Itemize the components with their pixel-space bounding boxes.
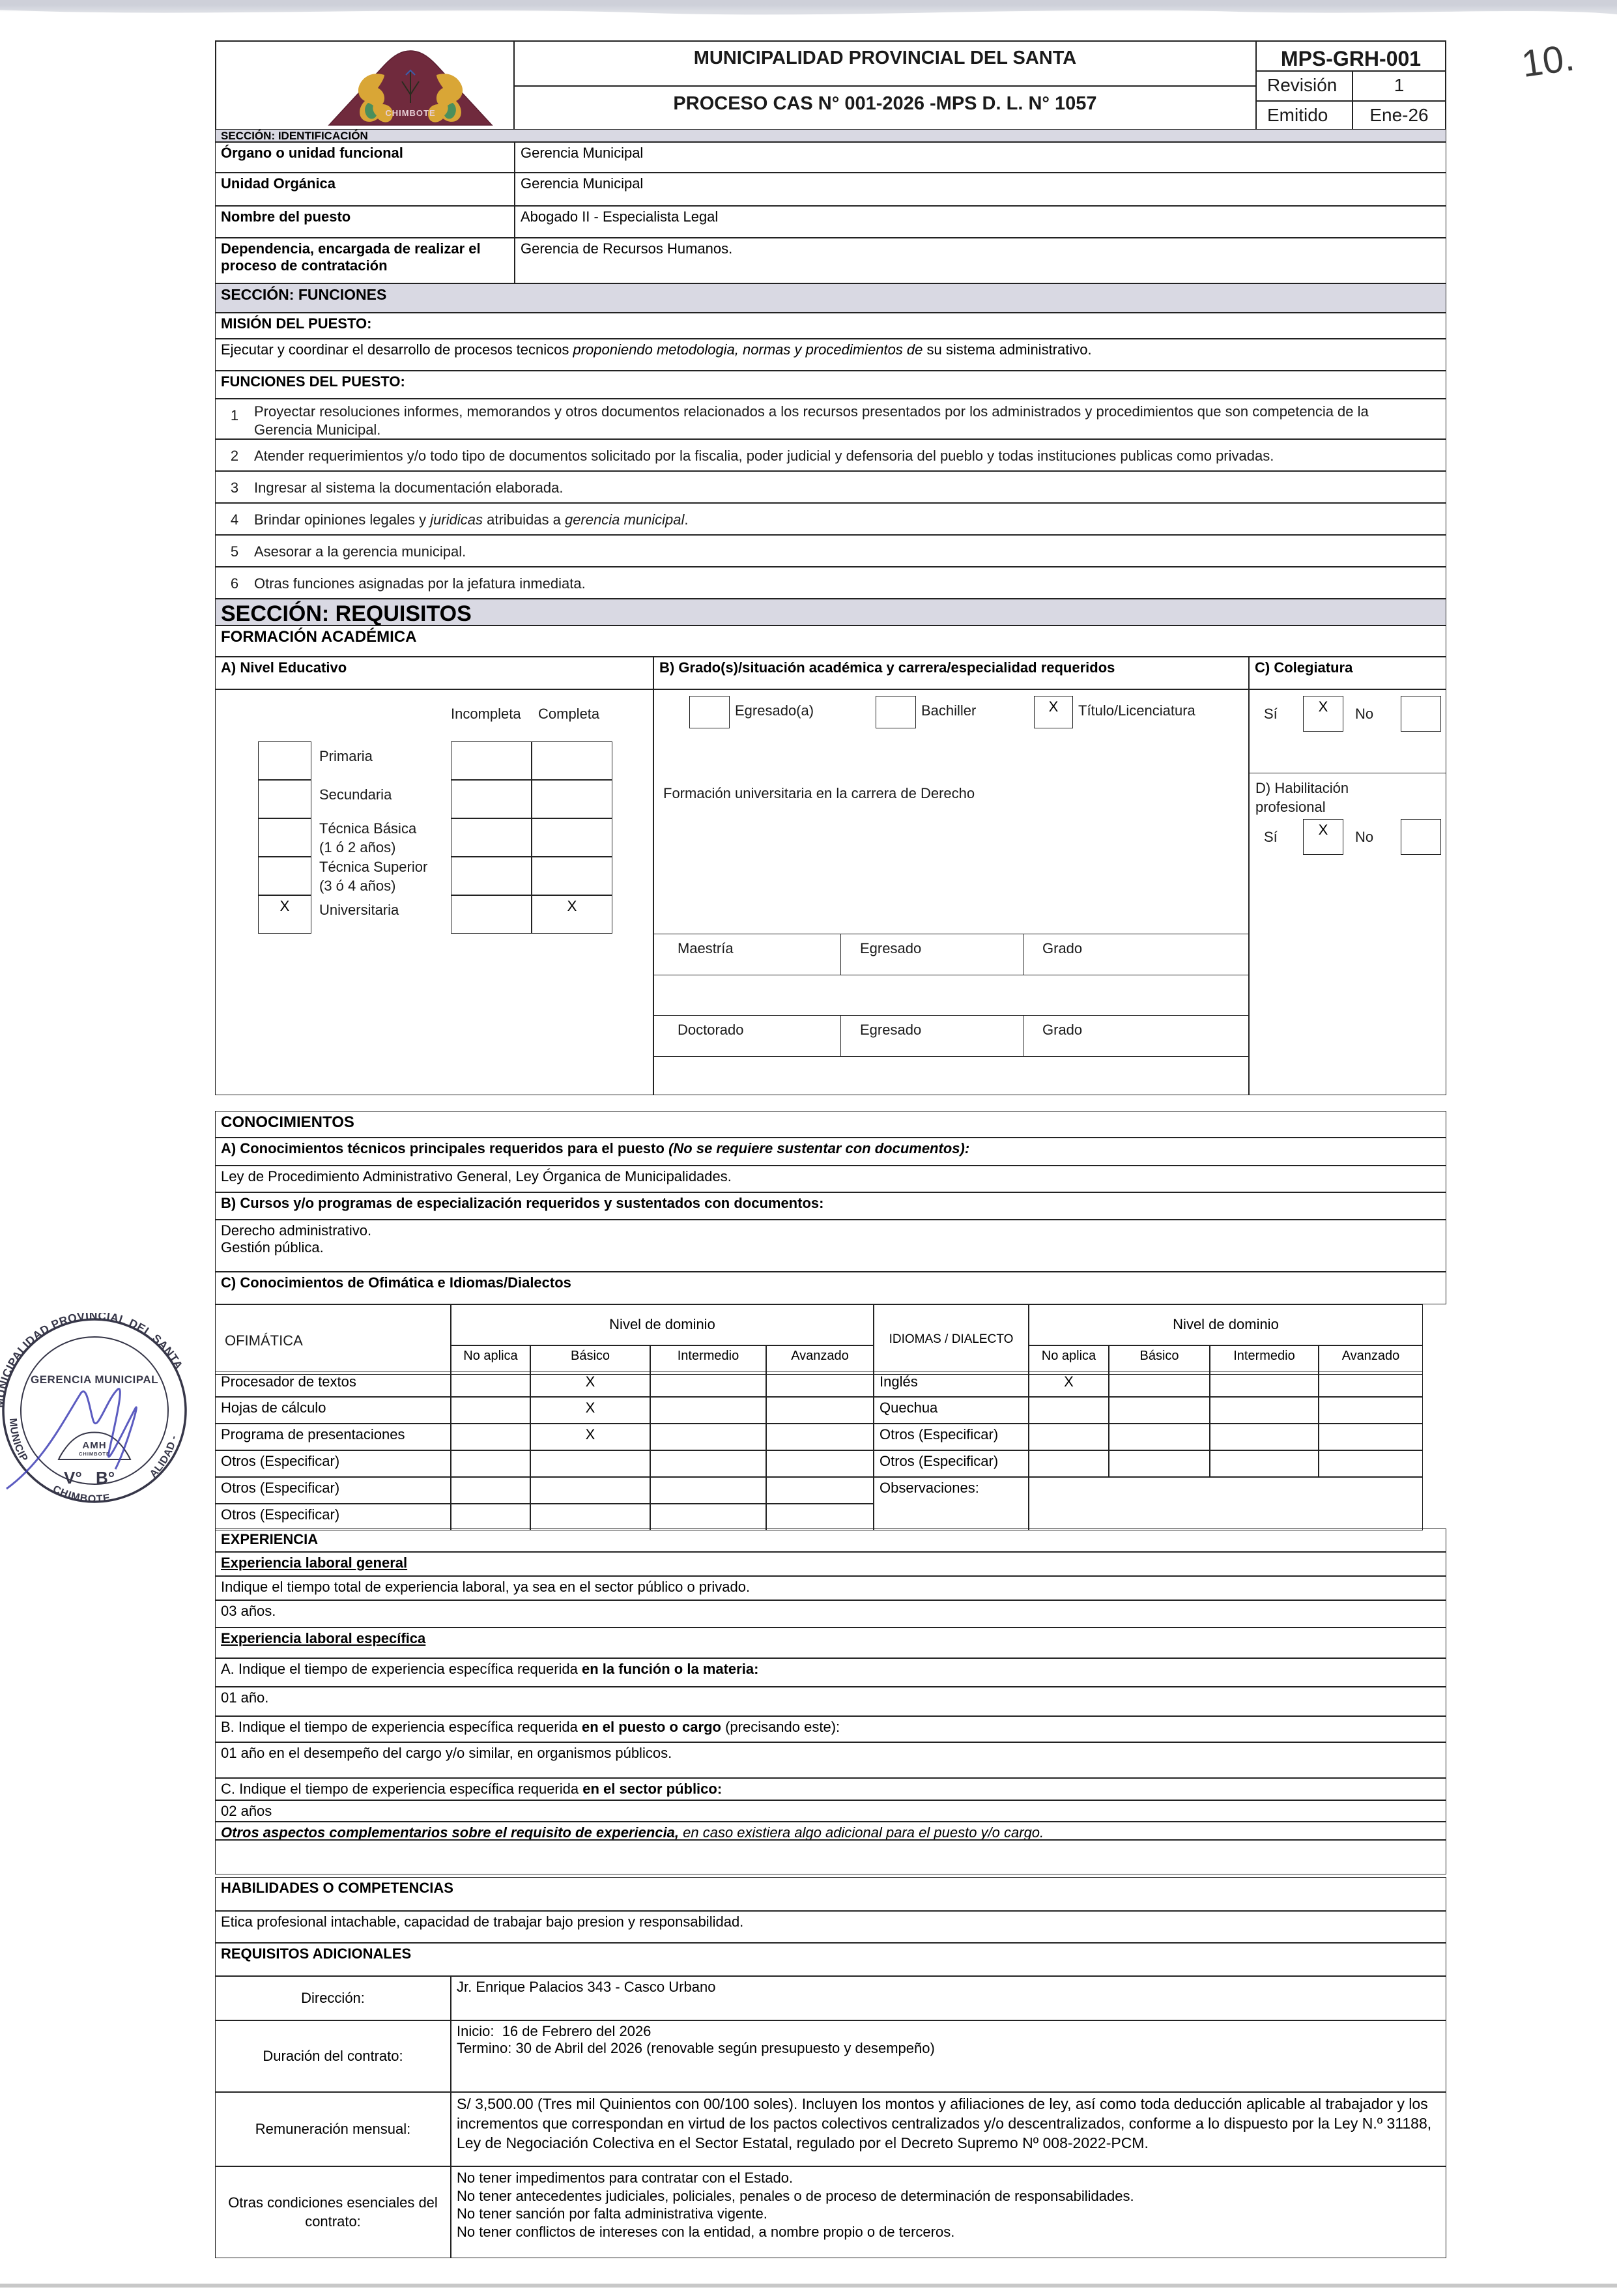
svg-text:MUNICIPALIDAD PROVINCIAL DEL S: MUNICIPALIDAD PROVINCIAL DEL SANTA bbox=[0, 1313, 186, 1408]
svg-text:CHIMBOTE: CHIMBOTE bbox=[79, 1451, 110, 1457]
svg-text:B°: B° bbox=[96, 1468, 115, 1487]
svg-text:V°: V° bbox=[64, 1468, 82, 1487]
svg-text:ALIDAD -: ALIDAD - bbox=[148, 1434, 180, 1480]
svg-text:MUNICIP: MUNICIP bbox=[7, 1418, 30, 1463]
svg-text:CHIMBOTE: CHIMBOTE bbox=[385, 108, 435, 118]
svg-text:AMH: AMH bbox=[82, 1440, 106, 1451]
svg-text:10.: 10. bbox=[1519, 36, 1577, 86]
svg-text:GERENCIA MUNICIPAL: GERENCIA MUNICIPAL bbox=[31, 1373, 158, 1386]
